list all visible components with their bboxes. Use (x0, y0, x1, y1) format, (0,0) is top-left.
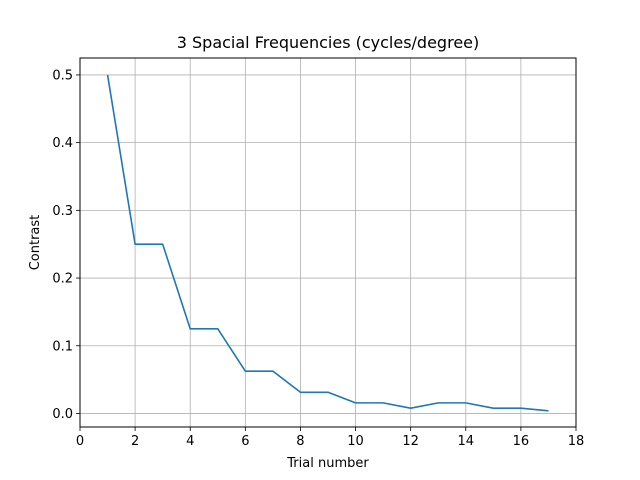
x-tick-label: 8 (296, 434, 304, 449)
y-tick-label: 0.5 (52, 68, 73, 83)
x-tick-label: 10 (347, 434, 364, 449)
x-axis-label: Trial number (286, 456, 369, 471)
series-layer (106, 74, 549, 412)
y-tick-label: 0.3 (52, 204, 73, 219)
y-tick-label: 0.2 (52, 272, 73, 287)
x-tick-label: 16 (513, 434, 530, 449)
y-tick-label: 0.0 (52, 407, 73, 422)
x-tick-label: 6 (241, 434, 249, 449)
y-axis-label: Contrast (28, 215, 43, 271)
grid (79, 58, 577, 427)
y-tick-label: 0.4 (52, 136, 73, 151)
plot-frame (79, 57, 577, 428)
y-tick-label: 0.1 (52, 339, 73, 354)
x-tick-label: 4 (186, 434, 194, 449)
axis-ticks: 0 2 4 6 8 10 12 14 16 18 0.0 0.1 0.2 0.3 0.4 0.5 (52, 68, 584, 449)
series-line (106, 74, 549, 412)
x-tick-label: 2 (131, 434, 139, 449)
chart-title: 3 Spacial Frequencies (cycles/degree) (177, 33, 480, 52)
x-tick-label: 12 (402, 434, 419, 449)
x-tick-label: 18 (568, 434, 585, 449)
x-tick-label: 0 (76, 434, 84, 449)
x-tick-label: 14 (458, 434, 475, 449)
